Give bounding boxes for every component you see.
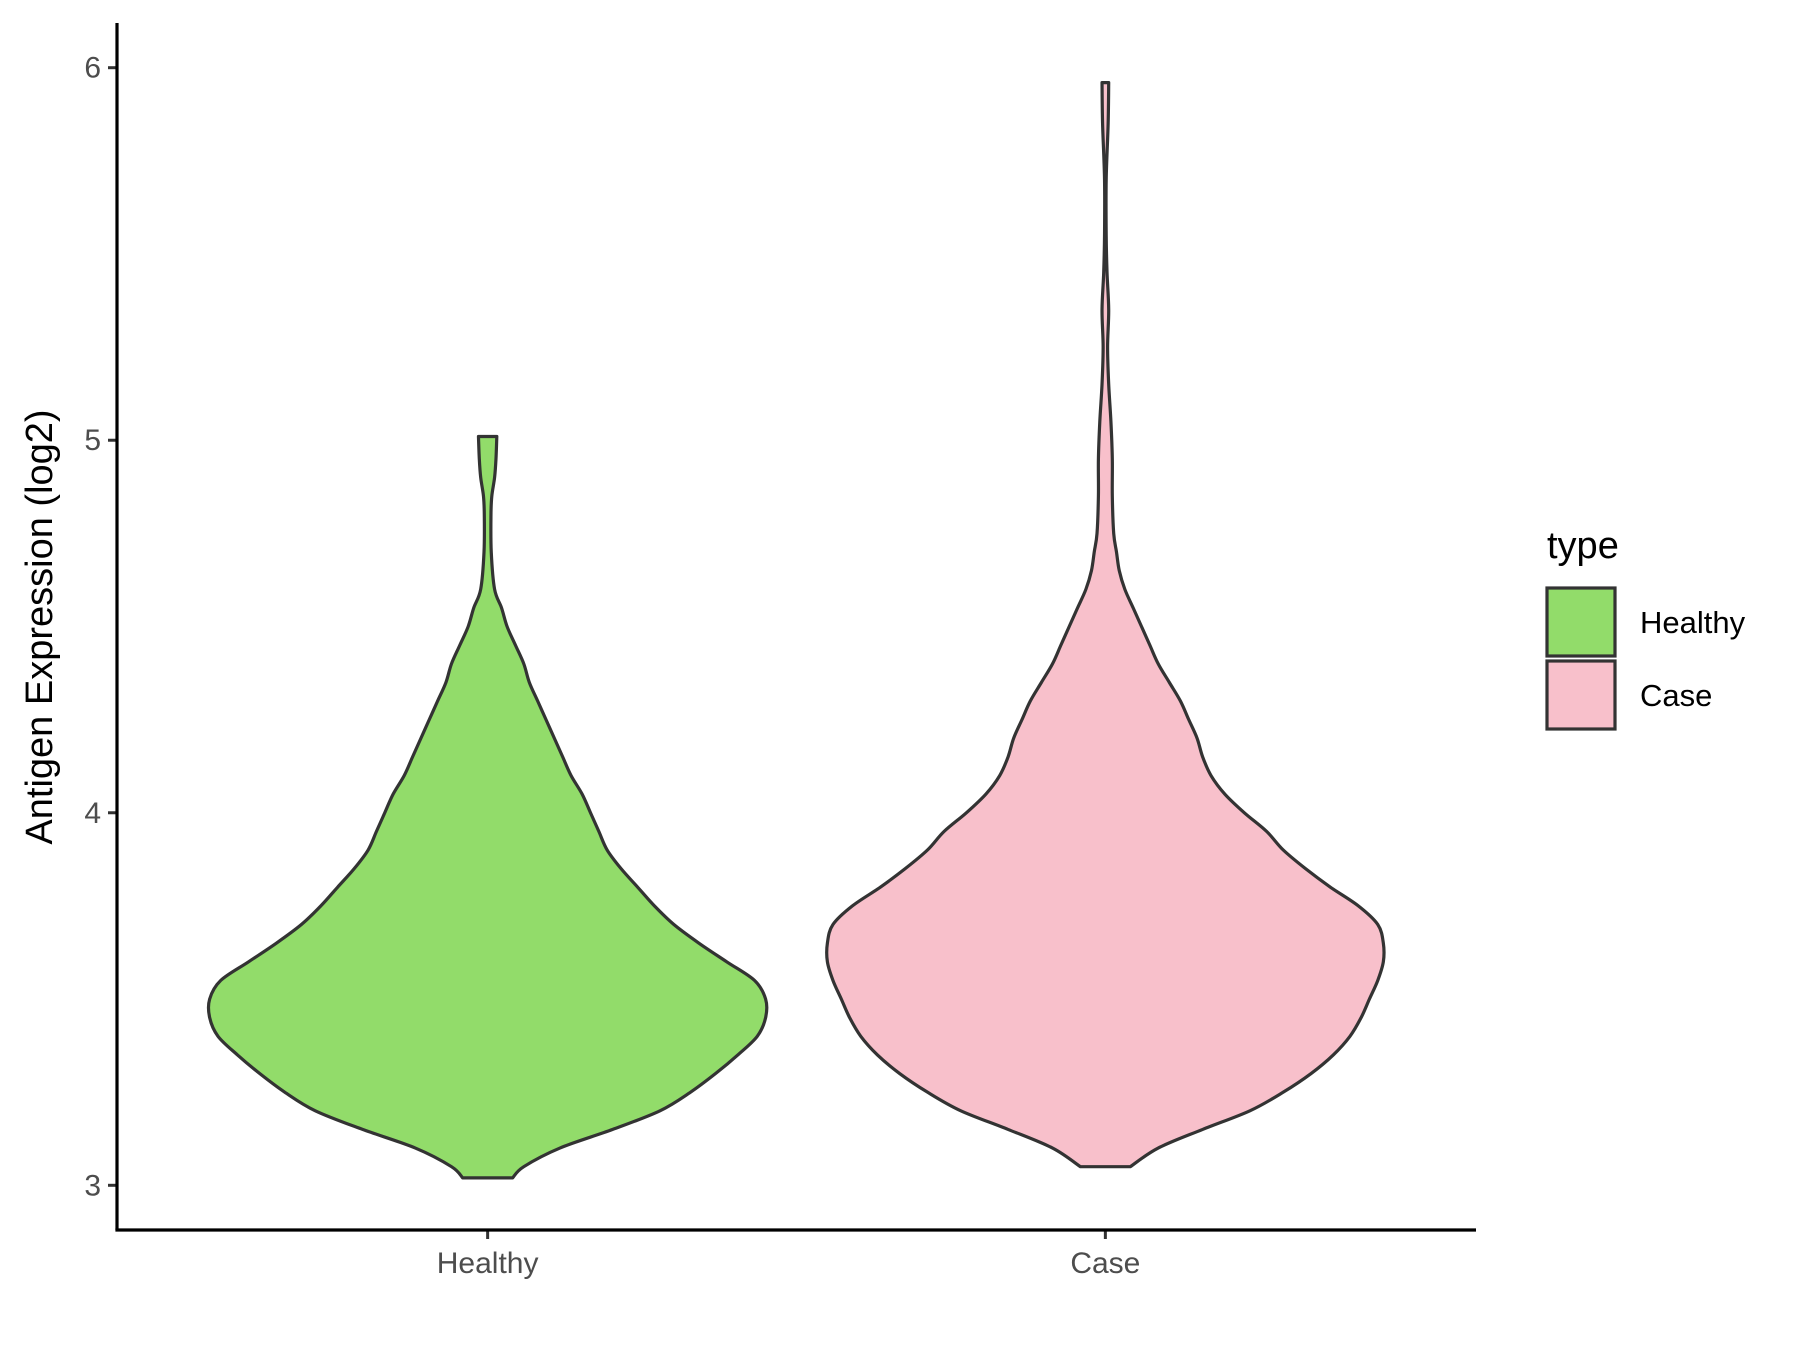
y-axis-title: Antigen Expression (log2) [19,409,61,844]
x-tick-label: Case [1070,1247,1140,1280]
y-tick-label: 4 [84,797,101,830]
y-tick-label: 6 [84,52,101,85]
legend-label-healthy: Healthy [1640,605,1746,640]
legend-title: type [1547,525,1619,567]
x-tick-label: Healthy [437,1247,539,1280]
legend: type Healthy Case [1545,525,1746,731]
y-tick-label: 3 [84,1169,101,1202]
legend-swatch-case [1545,659,1617,731]
y-tick-label: 5 [84,424,101,457]
x-axis-ticks: Healthy Case [437,1230,1140,1280]
legend-label-case: Case [1640,678,1712,713]
violins-group [206,81,1386,1180]
y-axis-ticks: 3 4 5 6 [84,52,117,1202]
violin-healthy [206,434,769,1180]
legend-swatch-healthy [1545,586,1617,658]
violin-case [825,81,1386,1169]
